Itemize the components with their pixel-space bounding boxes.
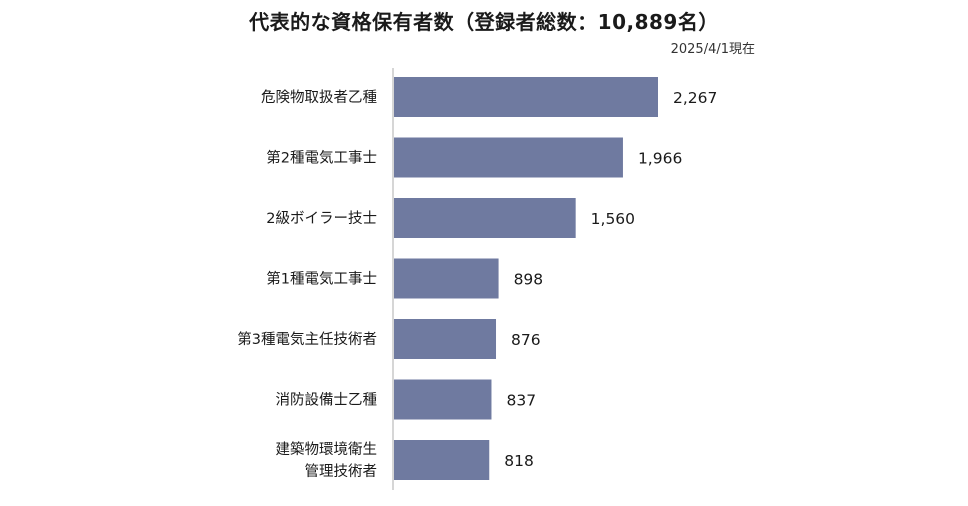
category-label: 第1種電気工事士 bbox=[266, 270, 377, 288]
bar bbox=[394, 258, 499, 299]
category-label: 第3種電気主任技術者 bbox=[237, 330, 377, 348]
category-label: 危険物取扱者乙種 bbox=[261, 89, 377, 106]
date-note: 2025/4/1現在 bbox=[670, 42, 755, 57]
value-label: 876 bbox=[511, 331, 541, 349]
value-label: 898 bbox=[514, 271, 544, 289]
value-label: 1,560 bbox=[591, 210, 635, 228]
category-label: 2級ボイラー技士 bbox=[266, 210, 377, 227]
bar bbox=[394, 77, 658, 117]
value-label: 1,966 bbox=[638, 150, 682, 168]
value-label: 837 bbox=[506, 392, 536, 410]
chart-title: 代表的な資格保有者数（登録者総数：10,889名） bbox=[249, 10, 719, 34]
bar bbox=[394, 319, 497, 359]
category-label: 管理技術者 bbox=[305, 463, 378, 480]
value-label: 818 bbox=[504, 452, 534, 470]
bar bbox=[394, 137, 623, 178]
category-label: 建築物環境衛生 bbox=[276, 440, 378, 458]
bar bbox=[394, 440, 490, 480]
category-label: 消防設備士乙種 bbox=[276, 392, 378, 409]
bar bbox=[394, 379, 492, 420]
bar bbox=[394, 198, 576, 238]
category-label: 第2種電気工事士 bbox=[266, 149, 377, 167]
value-label: 2,267 bbox=[673, 89, 717, 107]
